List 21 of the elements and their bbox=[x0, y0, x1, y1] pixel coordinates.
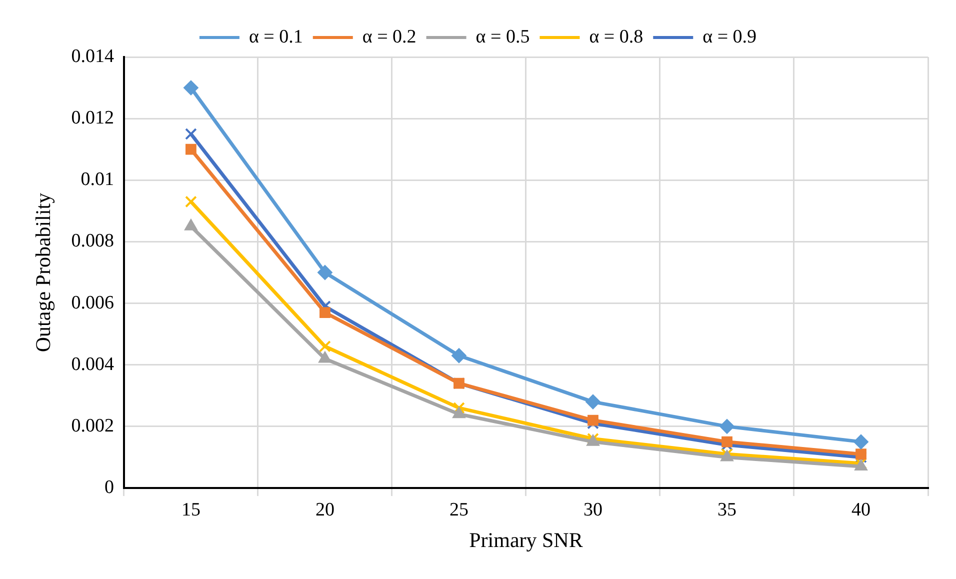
y-tick-label: 0.002 bbox=[71, 415, 114, 436]
legend-label: α = 0.1 bbox=[248, 26, 303, 48]
y-tick-label: 0.006 bbox=[71, 292, 114, 314]
y-tick-label: 0.01 bbox=[80, 169, 114, 190]
x-tick-label: 40 bbox=[851, 499, 870, 520]
legend-label: α = 0.8 bbox=[589, 26, 644, 48]
y-tick-label: 0 bbox=[104, 476, 114, 498]
x-tick-label: 25 bbox=[449, 499, 468, 520]
x-tick-label: 35 bbox=[717, 499, 736, 520]
x-tick-label: 20 bbox=[315, 499, 334, 520]
legend-label: α = 0.5 bbox=[476, 26, 530, 48]
legend-label: α = 0.9 bbox=[702, 26, 757, 48]
x-axis-title: Primary SNR bbox=[469, 528, 583, 552]
y-tick-label: 0.014 bbox=[71, 46, 114, 67]
y-axis-title: Outage Probability bbox=[31, 192, 56, 352]
legend-label: α = 0.2 bbox=[362, 26, 416, 48]
y-tick-label: 0.004 bbox=[71, 354, 114, 375]
x-tick-label: 30 bbox=[583, 499, 602, 520]
y-tick-label: 0.008 bbox=[71, 230, 114, 252]
x-tick-label: 15 bbox=[181, 499, 200, 520]
y-tick-label: 0.012 bbox=[71, 108, 114, 129]
